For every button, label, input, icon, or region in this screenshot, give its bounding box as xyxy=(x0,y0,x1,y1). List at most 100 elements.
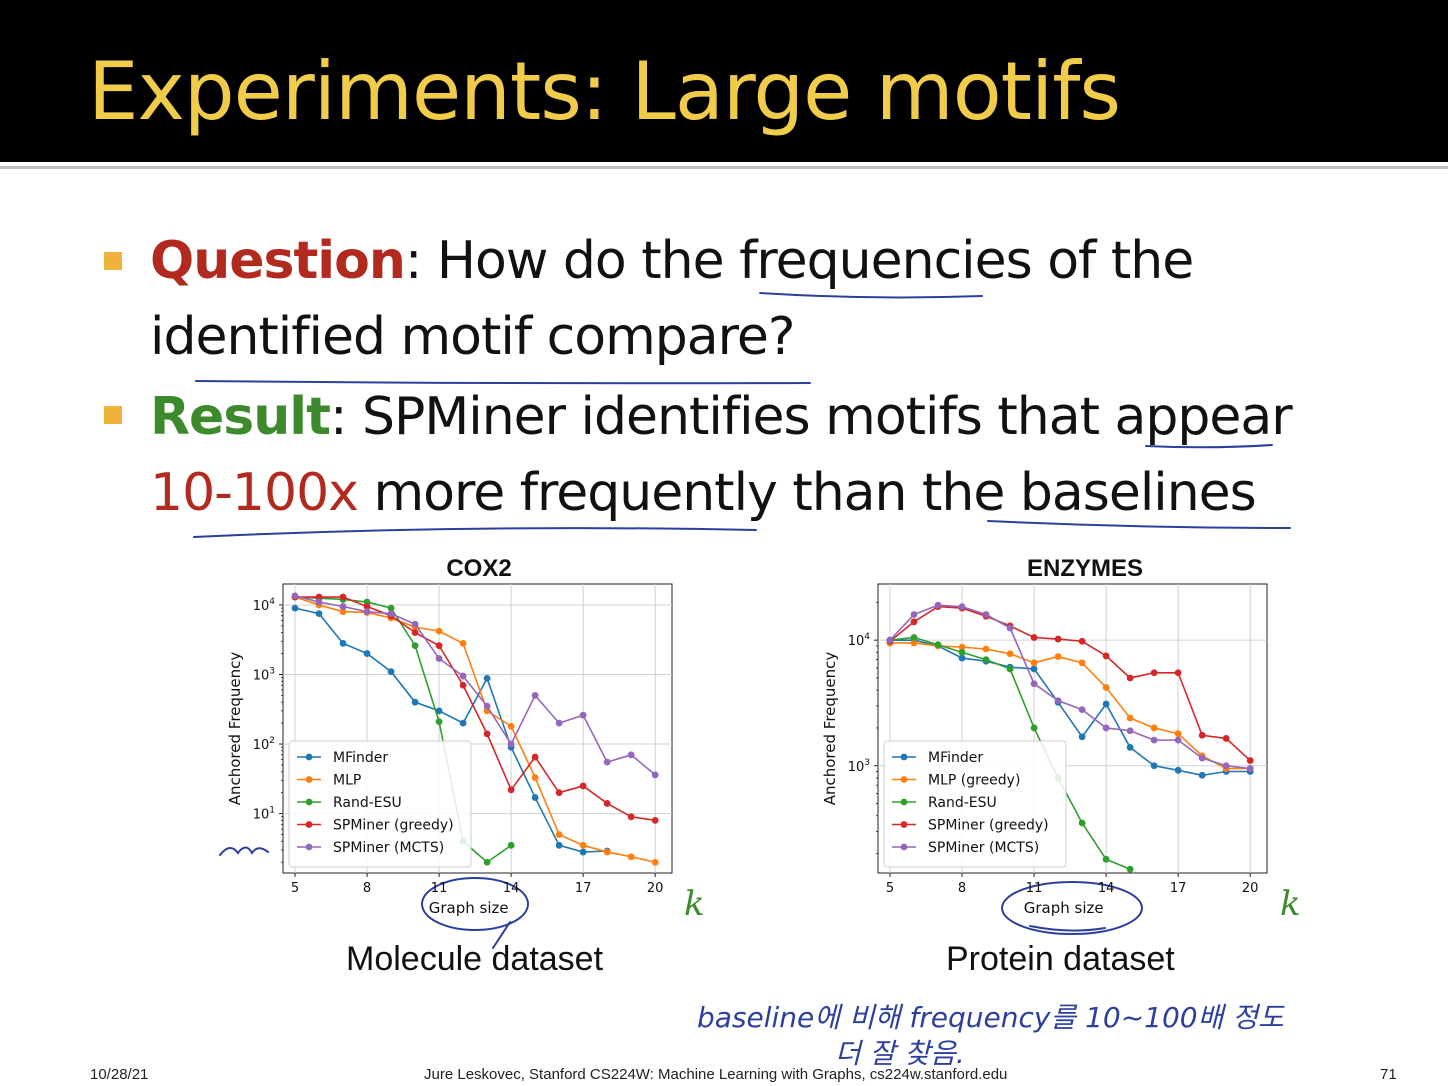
data-point-mfinder xyxy=(531,794,539,801)
data-point-spminer-mcts xyxy=(291,592,299,600)
data-point-spminer-greedy xyxy=(1222,735,1230,742)
legend-label: Rand-ESU xyxy=(928,795,997,811)
y-tick-label: 102 xyxy=(253,736,275,753)
legend-swatch-marker xyxy=(305,776,313,783)
data-point-spminer-mcts xyxy=(339,603,347,610)
legend-label: Rand-ESU xyxy=(333,795,402,811)
x-tick-label: 5 xyxy=(291,881,299,896)
question-label: Question xyxy=(150,231,406,291)
data-point-spminer-greedy xyxy=(507,786,515,794)
data-point-spminer-greedy xyxy=(459,681,467,689)
data-point-spminer-mcts xyxy=(1246,765,1254,772)
data-point-spminer-mcts xyxy=(982,611,990,618)
data-point-mlp-greedy xyxy=(1150,724,1158,732)
x-tick-label: 5 xyxy=(886,881,894,896)
result-text-2: more frequently than the baselines xyxy=(357,463,1256,523)
data-point-spminer-mcts xyxy=(1150,736,1158,744)
data-point-spminer-greedy xyxy=(1246,757,1254,764)
data-point-spminer-mcts xyxy=(459,672,467,680)
data-point-mlp xyxy=(435,627,443,635)
x-tick-label: 14 xyxy=(1098,881,1115,896)
legend-label: MFinder xyxy=(333,750,388,766)
data-point-mlp-greedy xyxy=(1006,650,1014,658)
data-point-mfinder xyxy=(411,698,419,706)
data-point-mfinder xyxy=(363,650,371,657)
data-point-mfinder xyxy=(483,674,491,682)
result-highlight: 10-100x xyxy=(150,463,359,523)
data-point-mlp-greedy xyxy=(1030,659,1038,667)
series-line-spminer-mcts xyxy=(889,604,1251,770)
data-point-spminer-mcts xyxy=(651,771,659,779)
data-point-mfinder xyxy=(1126,744,1134,751)
data-point-spminer-greedy xyxy=(483,730,491,738)
caption-protein-dataset: Protein dataset xyxy=(946,940,1175,978)
data-point-spminer-mcts xyxy=(435,655,443,662)
data-point-spminer-mcts xyxy=(579,711,587,719)
data-point-mlp-greedy xyxy=(910,639,918,647)
data-point-mlp-greedy xyxy=(982,645,990,653)
x-axis-label: Graph size xyxy=(1024,899,1104,917)
x-tick-label: 11 xyxy=(1026,881,1043,896)
chart-title-cox2: COX2 xyxy=(446,555,512,582)
data-point-spminer-greedy xyxy=(315,593,323,601)
data-point-spminer-greedy xyxy=(531,753,539,761)
legend-swatch-marker xyxy=(305,843,313,851)
result-text-1: : SPMiner identifies motifs that appear xyxy=(329,387,1293,447)
data-point-spminer-mcts xyxy=(555,719,563,727)
data-point-mlp xyxy=(555,831,563,838)
x-tick-label: 8 xyxy=(363,881,371,896)
x-tick-label: 20 xyxy=(1242,881,1259,896)
question-line-1: Question: How do the frequencies of the xyxy=(150,226,1194,296)
data-point-mlp-greedy xyxy=(958,643,966,651)
chart-title-enzymes: ENZYMES xyxy=(1026,555,1143,582)
data-point-mfinder xyxy=(387,668,395,676)
data-point-spminer-greedy xyxy=(1126,674,1134,682)
series-line-spminer-greedy xyxy=(295,596,656,822)
question-text-1: : How do the frequencies of the xyxy=(404,231,1194,291)
legend-swatch-marker xyxy=(305,798,313,806)
bullet-marker-result xyxy=(104,406,122,424)
y-tick-label: 104 xyxy=(253,597,276,614)
data-point-spminer-greedy xyxy=(1030,634,1038,641)
data-point-spminer-mcts xyxy=(1006,624,1014,632)
data-point-spminer-greedy xyxy=(435,642,443,650)
data-point-mfinder xyxy=(1150,762,1158,770)
data-point-spminer-greedy xyxy=(1102,652,1110,660)
data-point-mfinder xyxy=(1078,733,1086,741)
data-point-mlp xyxy=(627,853,635,861)
legend-swatch-marker xyxy=(900,776,908,783)
data-point-spminer-mcts xyxy=(1222,762,1230,770)
data-point-spminer-greedy xyxy=(555,789,563,797)
footer-date: 10/28/21 xyxy=(90,1066,149,1083)
data-point-spminer-greedy xyxy=(363,603,371,610)
data-point-mlp xyxy=(603,848,611,856)
legend-swatch-marker xyxy=(305,821,313,828)
data-point-spminer-mcts xyxy=(627,751,635,759)
data-point-spminer-mcts xyxy=(1174,736,1182,744)
data-point-spminer-mcts xyxy=(934,601,942,609)
k-label-right: k xyxy=(1280,884,1301,924)
question-text-2: identified motif compare? xyxy=(150,307,795,367)
x-tick-label: 20 xyxy=(647,881,664,896)
series-line-rand-esu xyxy=(294,596,512,864)
data-point-spminer-mcts xyxy=(411,620,419,628)
data-point-spminer-mcts xyxy=(315,598,323,606)
y-tick-label: 103 xyxy=(848,758,870,775)
x-axis-label: Graph size xyxy=(429,899,509,917)
question-line-2: identified motif compare? xyxy=(150,302,795,372)
data-point-spminer-greedy xyxy=(1054,635,1062,643)
data-point-mlp xyxy=(651,858,659,866)
series-line-mfinder xyxy=(890,639,1251,777)
data-point-mfinder xyxy=(315,610,323,618)
data-point-rand-esu xyxy=(1102,855,1110,863)
footer-credit: Jure Leskovec, Stanford CS224W: Machine … xyxy=(424,1066,1008,1083)
data-point-mlp-greedy xyxy=(1174,730,1182,738)
footer-page-number: 71 xyxy=(1380,1066,1397,1083)
bullet-marker-question xyxy=(104,252,122,270)
legend-box xyxy=(288,740,472,868)
data-point-rand-esu xyxy=(435,718,443,726)
data-point-spminer-greedy xyxy=(339,593,347,601)
legend-label: SPMiner (MCTS) xyxy=(333,840,444,856)
data-point-rand-esu xyxy=(910,634,918,641)
x-tick-label: 14 xyxy=(503,881,520,896)
